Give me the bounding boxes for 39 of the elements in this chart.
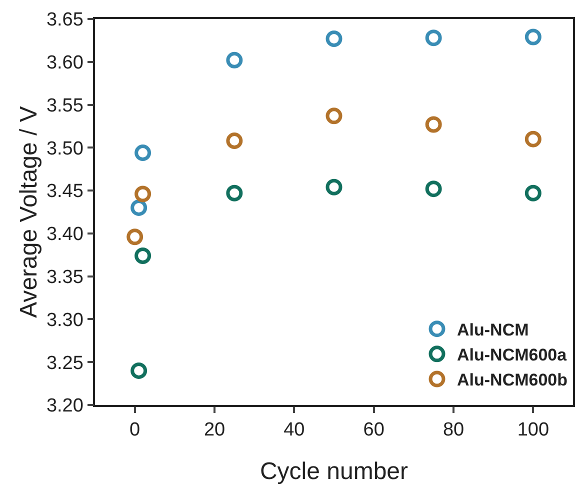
y-tick-label: 3.65	[46, 10, 84, 31]
point	[326, 178, 342, 196]
legend-label: Alu-NCM600a	[457, 346, 568, 365]
point	[130, 199, 148, 216]
y-tick-label: 3.25	[46, 352, 84, 374]
point	[226, 184, 243, 202]
point	[134, 248, 152, 264]
point	[524, 28, 542, 46]
x-tick-label: 80	[442, 420, 464, 441]
point	[126, 228, 144, 246]
y-tick-label: 3.30	[46, 310, 84, 331]
x-axis-title: Cycle number	[260, 458, 408, 485]
y-tick-label: 3.35	[46, 266, 84, 288]
point	[130, 362, 148, 379]
legend-label: Alu-NCM	[457, 320, 529, 340]
point	[425, 30, 442, 46]
y-tick-label: 3.60	[46, 52, 84, 74]
x-tick-label: 20	[204, 420, 226, 441]
point	[326, 30, 342, 47]
point	[524, 184, 542, 202]
x-tick-label: 60	[363, 420, 384, 441]
y-tick-label: 3.50	[46, 138, 84, 160]
y-tick-label: 3.55	[46, 95, 84, 116]
point	[326, 108, 342, 124]
point	[425, 180, 442, 198]
point	[524, 130, 542, 148]
point	[134, 144, 152, 162]
legend-label: Alu-NCM600b	[457, 370, 568, 390]
y-tick-label: 3.40	[46, 224, 84, 246]
x-tick-label: 0	[130, 420, 140, 441]
point	[425, 116, 442, 133]
x-tick-label: 40	[284, 420, 305, 441]
x-tick-label: 100	[517, 420, 550, 441]
point	[226, 132, 243, 150]
point	[226, 52, 243, 68]
y-tick-label: 3.20	[46, 396, 84, 417]
y-axis-title: Average Voltage / V	[16, 106, 42, 318]
point	[134, 186, 152, 202]
y-tick-label: 3.45	[46, 181, 84, 202]
